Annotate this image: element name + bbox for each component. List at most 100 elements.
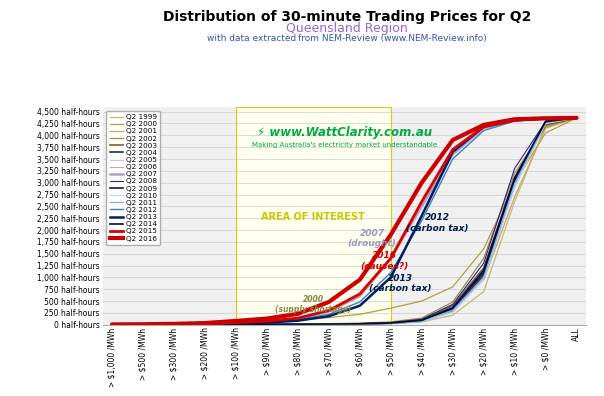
Q2 2009 <box>542 119 549 124</box>
Q2 2005 <box>108 322 115 327</box>
Q2 2011 <box>418 318 425 323</box>
Q2 2008 <box>480 261 487 266</box>
Q2 2005 <box>263 322 271 327</box>
Q2 2008 <box>387 320 394 325</box>
Q2 2016 <box>542 116 549 121</box>
Q2 2016 <box>573 116 580 120</box>
Q2 2003 <box>263 322 271 327</box>
Q2 2008 <box>233 322 240 327</box>
Q2 2013 <box>573 116 580 120</box>
Q2 2000 <box>449 284 456 289</box>
Q2 2010 <box>233 322 240 327</box>
Q2 2003 <box>108 322 115 327</box>
Q2 2006 <box>480 276 487 281</box>
Q2 2015 <box>449 147 456 152</box>
Q2 2015 <box>325 308 332 313</box>
Q2 2000 <box>418 299 425 303</box>
Q2 2004 <box>511 180 518 185</box>
Q2 2010 <box>387 321 394 326</box>
Q2 2010 <box>356 322 364 326</box>
Q2 1999 <box>356 322 364 326</box>
Q2 2004 <box>170 322 178 327</box>
Q2 2014 <box>511 175 518 180</box>
Q2 2001 <box>542 126 549 131</box>
Q2 2015 <box>233 320 240 325</box>
Q2 2003 <box>325 322 332 326</box>
Q2 2002 <box>542 124 549 129</box>
Q2 2005 <box>573 116 580 120</box>
Q2 2012 <box>325 312 332 317</box>
Q2 2016 <box>356 277 364 282</box>
Q2 2013 <box>418 213 425 218</box>
Q2 2014 <box>480 268 487 272</box>
Q2 2004 <box>573 116 580 120</box>
Q2 2011 <box>170 322 178 327</box>
Legend: Q2 1999, Q2 2000, Q2 2001, Q2 2002, Q2 2003, Q2 2004, Q2 2005, Q2 2006, Q2 2007,: Q2 1999, Q2 2000, Q2 2001, Q2 2002, Q2 2… <box>106 110 161 245</box>
Q2 2011 <box>449 308 456 313</box>
Q2 2013 <box>449 150 456 154</box>
Q2 2003 <box>449 303 456 308</box>
Q2 1999 <box>449 313 456 318</box>
Line: Q2 2012: Q2 2012 <box>112 118 577 325</box>
Q2 2016 <box>511 117 518 122</box>
Q2 2014 <box>263 322 271 327</box>
Q2 2015 <box>201 322 208 326</box>
Q2 2001 <box>573 116 580 120</box>
Q2 2010 <box>449 310 456 314</box>
Q2 2010 <box>480 277 487 282</box>
Q2 2007 <box>201 322 208 326</box>
Q2 2010 <box>325 322 332 327</box>
Q2 2006 <box>449 310 456 314</box>
Q2 2000 <box>233 320 240 325</box>
Line: Q2 2003: Q2 2003 <box>112 118 577 325</box>
Q2 2015 <box>170 322 178 327</box>
Q2 2011 <box>573 116 580 120</box>
Q2 2011 <box>356 322 364 326</box>
Line: Q2 2005: Q2 2005 <box>112 118 577 325</box>
Q2 2000 <box>480 247 487 251</box>
Q2 1999 <box>418 320 425 324</box>
Q2 2013 <box>108 322 115 327</box>
Q2 2002 <box>325 321 332 326</box>
Q2 2008 <box>294 322 301 327</box>
Q2 2012 <box>387 270 394 275</box>
Q2 2007 <box>294 316 301 321</box>
Q2 2009 <box>294 322 301 327</box>
Q2 2010 <box>108 322 115 327</box>
Q2 2005 <box>325 322 332 327</box>
Q2 2016 <box>294 311 301 316</box>
Text: 2016
(causes?): 2016 (causes?) <box>361 251 409 270</box>
Q2 2003 <box>542 122 549 127</box>
Q2 2012 <box>263 320 271 324</box>
Q2 2005 <box>449 310 456 315</box>
Q2 2013 <box>233 321 240 326</box>
Q2 2006 <box>511 183 518 187</box>
Q2 2009 <box>387 321 394 326</box>
Line: Q2 2001: Q2 2001 <box>112 118 577 325</box>
Q2 2016 <box>108 322 115 327</box>
Q2 2002 <box>140 322 147 327</box>
Q2 2011 <box>294 322 301 327</box>
Q2 2014 <box>387 321 394 326</box>
Q2 2015 <box>387 256 394 261</box>
Q2 2000 <box>356 312 364 317</box>
Text: 2012
(carbon tax): 2012 (carbon tax) <box>406 213 469 232</box>
Q2 1999 <box>325 322 332 327</box>
Q2 2007 <box>263 319 271 324</box>
Q2 2005 <box>480 277 487 282</box>
Q2 2000 <box>140 322 147 327</box>
Q2 2002 <box>170 322 178 327</box>
Q2 2013 <box>140 322 147 327</box>
Q2 2008 <box>449 302 456 307</box>
Q2 2007 <box>140 322 147 327</box>
Q2 2005 <box>511 185 518 190</box>
Q2 2004 <box>233 322 240 327</box>
Q2 2009 <box>140 322 147 327</box>
Q2 2015 <box>418 199 425 204</box>
Line: Q2 2002: Q2 2002 <box>112 118 577 325</box>
Q2 2003 <box>511 175 518 180</box>
Q2 2015 <box>140 322 147 327</box>
Q2 2013 <box>201 322 208 327</box>
Q2 2011 <box>140 322 147 327</box>
Q2 2013 <box>263 320 271 325</box>
